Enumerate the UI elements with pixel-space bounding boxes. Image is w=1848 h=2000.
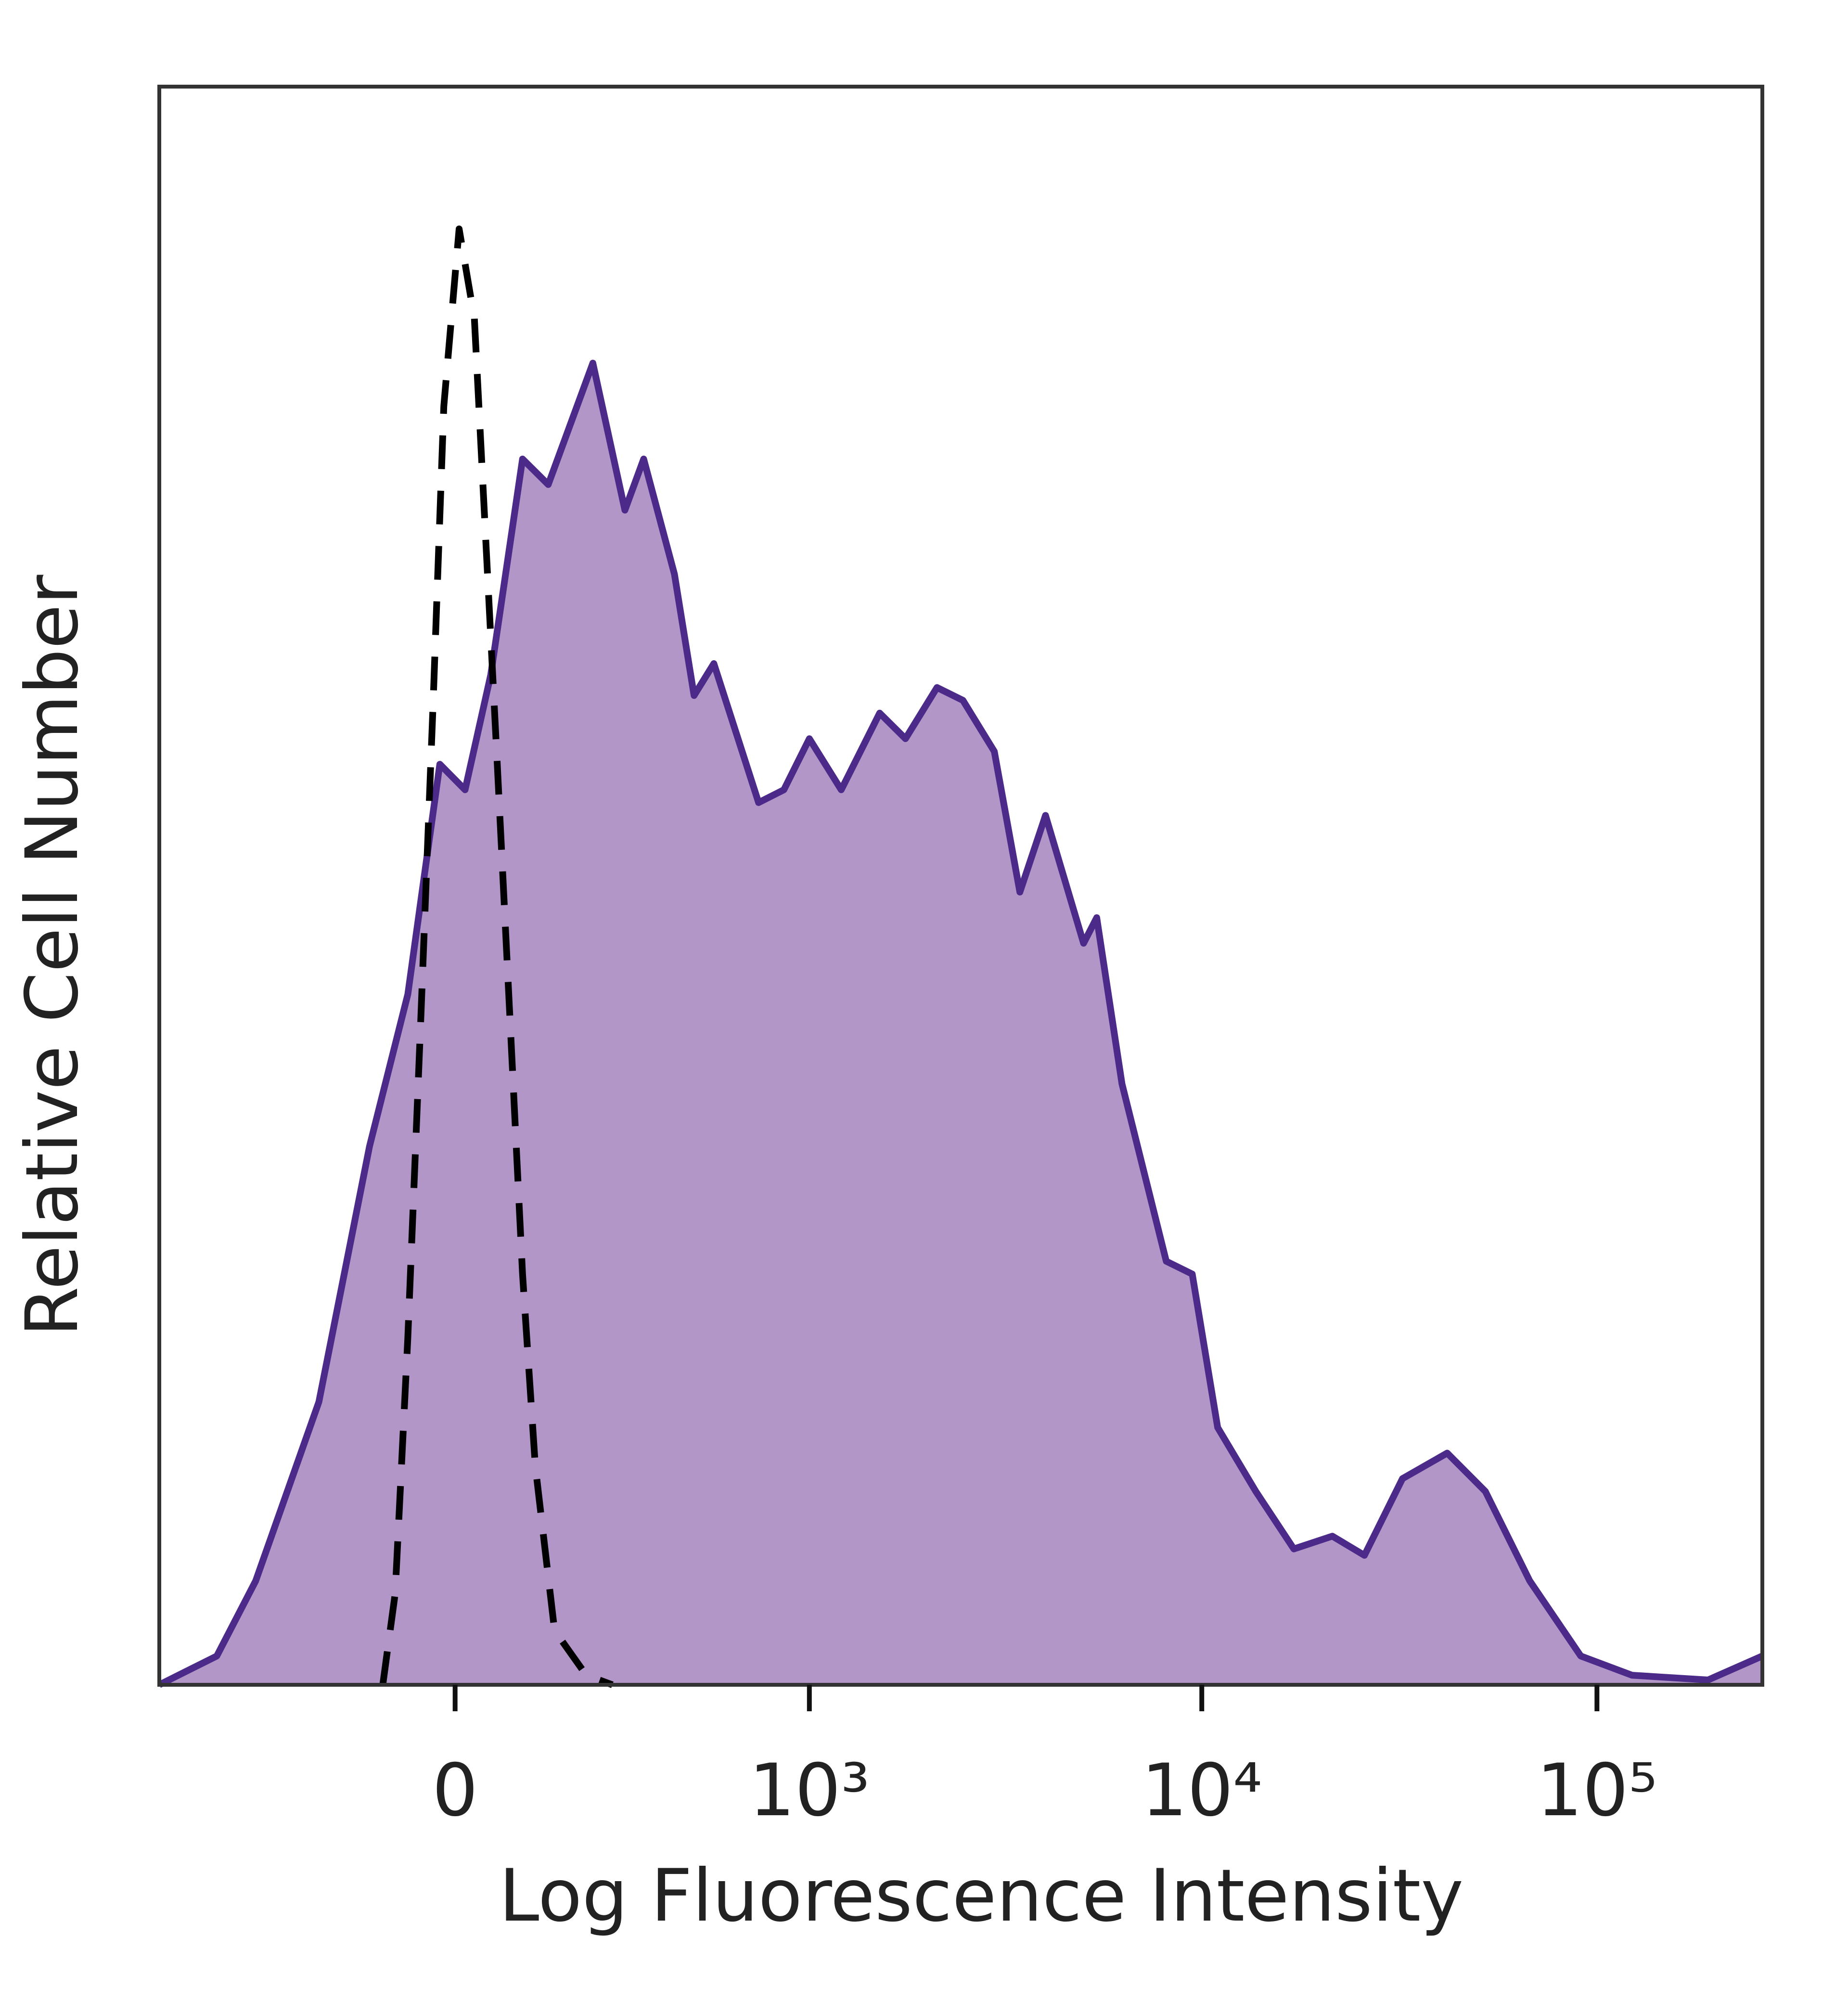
histogram-line [157, 359, 1764, 1688]
x-tick-label: 10⁵ [1537, 1749, 1657, 1833]
x-tick-label: 10⁴ [1142, 1749, 1262, 1833]
y-axis-title: Relative Cell Number [11, 575, 94, 1337]
control-histogram [379, 225, 614, 1688]
histogram-fill [159, 363, 1762, 1685]
x-tick-label: 10³ [749, 1749, 870, 1833]
plot-frame [157, 85, 1764, 1687]
x-axis-title: Log Fluorescence Intensity [499, 1854, 1463, 1938]
x-tick-label: 0 [432, 1749, 478, 1833]
